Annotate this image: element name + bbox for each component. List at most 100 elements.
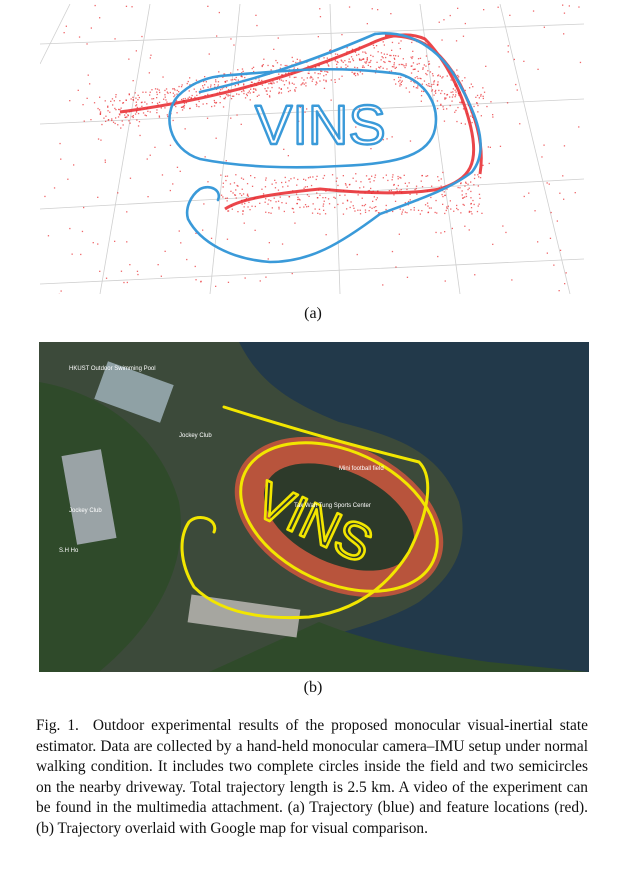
feature-point	[410, 72, 413, 74]
feature-point	[449, 104, 451, 107]
feature-point	[99, 96, 101, 98]
forest-area-south	[209, 622, 589, 672]
residential-building	[61, 449, 117, 545]
feature-point	[259, 280, 261, 282]
feature-point	[416, 63, 418, 65]
feature-point	[328, 65, 330, 67]
feature-point	[443, 191, 445, 193]
feature-point	[256, 95, 258, 97]
feature-point	[132, 116, 134, 119]
feature-point	[364, 211, 367, 213]
feature-point	[250, 175, 252, 177]
trajectory-plot: VINS	[40, 4, 584, 294]
feature-point	[310, 75, 312, 78]
feature-point	[312, 203, 314, 205]
feature-point	[272, 81, 274, 83]
feature-point	[240, 74, 243, 77]
feature-point	[438, 89, 440, 92]
feature-point	[291, 272, 293, 275]
feature-point	[176, 166, 179, 168]
feature-point	[414, 77, 416, 79]
feature-point	[258, 79, 260, 81]
feature-point	[373, 47, 375, 49]
feature-point	[376, 197, 378, 199]
feature-point	[471, 121, 473, 124]
feature-point	[406, 212, 408, 214]
feature-point	[303, 83, 305, 85]
feature-point	[86, 43, 88, 45]
feature-point	[319, 16, 322, 18]
feature-point	[435, 231, 437, 234]
feature-point	[427, 85, 429, 87]
feature-point	[287, 87, 289, 89]
feature-point	[158, 101, 161, 103]
feature-point	[420, 95, 423, 97]
feature-point	[138, 96, 140, 99]
feature-point	[111, 118, 113, 120]
feature-point	[341, 75, 343, 77]
satellite-map: VINS HKUST Outdoor Swimming Pool Jockey …	[39, 342, 589, 672]
feature-point	[393, 194, 395, 196]
feature-point	[428, 83, 430, 85]
feature-point	[169, 189, 171, 192]
feature-point	[375, 206, 377, 208]
feature-point	[222, 76, 224, 78]
feature-point	[137, 273, 139, 276]
feature-point	[413, 209, 415, 211]
feature-point	[175, 105, 177, 108]
feature-point	[113, 100, 115, 102]
feature-point	[441, 193, 443, 196]
feature-point	[243, 206, 245, 208]
feature-point	[142, 91, 144, 93]
feature-point	[241, 72, 243, 74]
feature-point	[235, 79, 237, 81]
feature-point	[415, 185, 418, 187]
feature-point	[418, 62, 420, 65]
feature-point	[336, 53, 339, 56]
feature-point	[277, 189, 280, 191]
feature-point	[230, 190, 232, 192]
feature-point	[279, 196, 281, 198]
feature-point	[397, 184, 399, 187]
feature-point	[458, 76, 460, 78]
feature-point	[53, 187, 56, 189]
feature-point	[218, 11, 220, 14]
feature-point	[336, 66, 338, 68]
feature-point	[447, 205, 449, 207]
feature-point	[225, 197, 227, 199]
feature-point	[373, 196, 375, 198]
feature-point	[295, 76, 297, 78]
feature-point	[492, 114, 494, 116]
feature-point	[461, 80, 463, 82]
feature-point	[224, 80, 227, 83]
feature-point	[346, 47, 348, 49]
feature-point	[297, 196, 299, 198]
feature-point	[244, 277, 246, 279]
feature-point	[234, 85, 236, 87]
feature-point	[227, 94, 229, 96]
feature-point	[456, 120, 458, 123]
feature-point	[435, 199, 437, 202]
feature-point	[230, 38, 232, 40]
feature-point	[425, 65, 427, 67]
feature-point	[356, 67, 359, 69]
feature-point	[464, 123, 466, 125]
feature-point	[266, 93, 268, 95]
feature-point	[156, 112, 158, 114]
map-label-pool: HKUST Outdoor Swimming Pool	[69, 366, 156, 372]
feature-point	[562, 4, 564, 6]
feature-point	[460, 122, 462, 124]
feature-point	[293, 76, 295, 79]
feature-point	[440, 232, 442, 234]
feature-point	[262, 193, 265, 195]
feature-point	[372, 200, 374, 202]
feature-point	[449, 200, 451, 202]
feature-point	[119, 108, 121, 111]
feature-point	[222, 182, 224, 184]
feature-point	[164, 89, 166, 92]
feature-point	[505, 231, 507, 234]
feature-point	[121, 120, 123, 122]
feature-point	[151, 102, 153, 104]
feature-point	[357, 194, 359, 196]
feature-point	[189, 77, 191, 79]
